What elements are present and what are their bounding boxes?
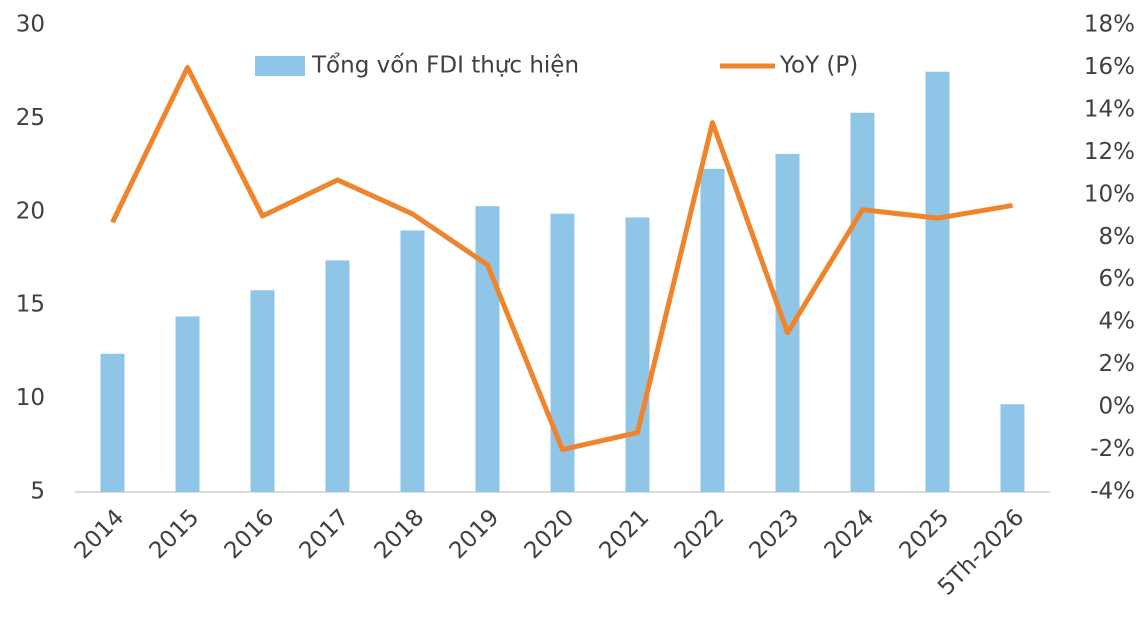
x-tick-label: 2021 (595, 504, 655, 564)
line-series (110, 64, 1013, 453)
x-tick-label: 2020 (520, 504, 580, 564)
y-tick-label: 5 (30, 479, 45, 505)
bar (925, 71, 950, 492)
y2-tick-label: -4% (1090, 479, 1135, 505)
x-tick-label: 2016 (220, 504, 280, 564)
x-tick-label: 2019 (445, 504, 505, 564)
y-tick-label: 15 (16, 292, 45, 318)
y-tick-label: 20 (16, 198, 45, 224)
x-tick-label: 2022 (670, 504, 730, 564)
y2-tick-label: 0% (1099, 394, 1136, 420)
y2-tick-label: 10% (1084, 181, 1135, 207)
y2-tick-label: 6% (1099, 266, 1136, 292)
y2-tick-label: 14% (1084, 96, 1135, 122)
y2-tick-label: 8% (1099, 224, 1136, 250)
bar (400, 230, 425, 493)
bar (850, 112, 875, 493)
legend-label: Tổng vốn FDI thực hiện (311, 53, 579, 79)
y2-tick-label: 4% (1099, 309, 1136, 335)
bar (100, 353, 125, 492)
legend-swatch (255, 56, 305, 76)
x-tick-label: 2024 (820, 504, 880, 564)
y2-tick-label: -2% (1090, 436, 1135, 462)
bar (700, 168, 725, 492)
x-tick-label: 2025 (895, 504, 955, 564)
y-tick-label: 10 (16, 385, 45, 411)
bar (475, 206, 500, 493)
bar (325, 260, 350, 492)
x-tick-label: 2015 (145, 504, 205, 564)
y-tick-label: 30 (16, 12, 45, 38)
bar (175, 316, 200, 492)
y2-tick-label: 16% (1084, 54, 1135, 80)
x-tick-label: 2014 (70, 504, 130, 564)
bar (1000, 404, 1025, 492)
bar (625, 217, 650, 493)
x-tick-label: 2018 (370, 504, 430, 564)
x-tick-label: 2017 (295, 504, 355, 564)
y2-tick-label: 12% (1084, 139, 1135, 165)
x-tick-label: 2023 (745, 504, 805, 564)
y2-tick-label: 2% (1099, 351, 1136, 377)
y2-tick-label: 18% (1084, 12, 1135, 38)
bar (250, 290, 275, 492)
y-tick-label: 25 (16, 105, 45, 131)
legend-label: YoY (P) (779, 53, 858, 79)
